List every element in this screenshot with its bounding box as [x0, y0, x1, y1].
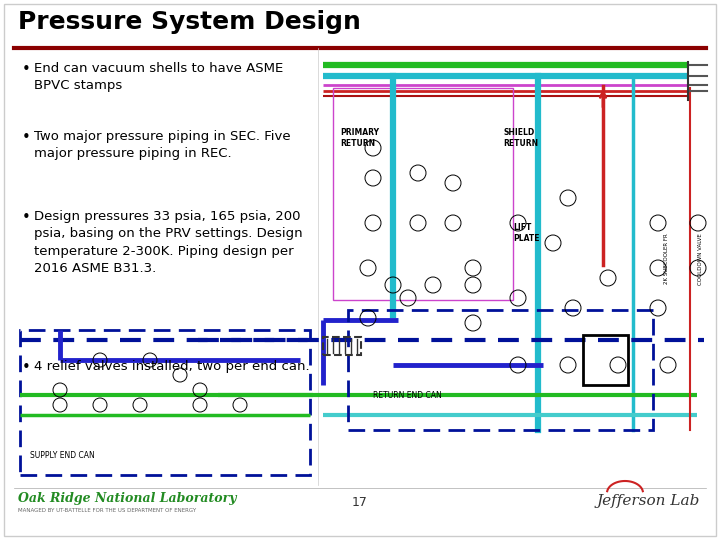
Text: End can vacuum shells to have ASME
BPVC stamps: End can vacuum shells to have ASME BPVC … [34, 62, 283, 92]
Bar [20, 330, 310, 475]
Text: SUPPLY END CAN: SUPPLY END CAN [30, 451, 95, 460]
Bar [583, 335, 628, 385]
Text: MANAGED BY UT-BATTELLE FOR THE US DEPARTMENT OF ENERGY: MANAGED BY UT-BATTELLE FOR THE US DEPART… [18, 508, 196, 513]
Text: •: • [22, 210, 31, 225]
Bar [333, 88, 513, 300]
Text: 2K SUBCOOLER FR: 2K SUBCOOLER FR [664, 234, 668, 285]
Text: LIFT
PLATE: LIFT PLATE [513, 223, 539, 243]
Bar [323, 337, 361, 355]
Text: •: • [22, 130, 31, 145]
Text: •: • [22, 62, 31, 77]
Text: Pressure System Design: Pressure System Design [18, 10, 361, 34]
Bar [318, 48, 712, 485]
Bar [348, 310, 653, 430]
Text: COOLDOWN VALVE: COOLDOWN VALVE [698, 233, 703, 285]
Text: RETURN END CAN: RETURN END CAN [373, 391, 442, 400]
Text: 17: 17 [352, 496, 368, 509]
Text: PRIMARY
RETURN: PRIMARY RETURN [340, 128, 379, 148]
Text: •: • [22, 360, 31, 375]
Text: Oak Ridge National Laboratory: Oak Ridge National Laboratory [18, 492, 236, 505]
Text: Design pressures 33 psia, 165 psia, 200
psia, basing on the PRV settings. Design: Design pressures 33 psia, 165 psia, 200 … [34, 210, 302, 275]
Text: Jefferson Lab: Jefferson Lab [597, 494, 700, 508]
Text: Two major pressure piping in SEC. Five
major pressure piping in REC.: Two major pressure piping in SEC. Five m… [34, 130, 291, 160]
Text: 4 relief valves installed, two per end can.: 4 relief valves installed, two per end c… [34, 360, 310, 373]
Text: SHIELD
RETURN: SHIELD RETURN [503, 128, 538, 148]
